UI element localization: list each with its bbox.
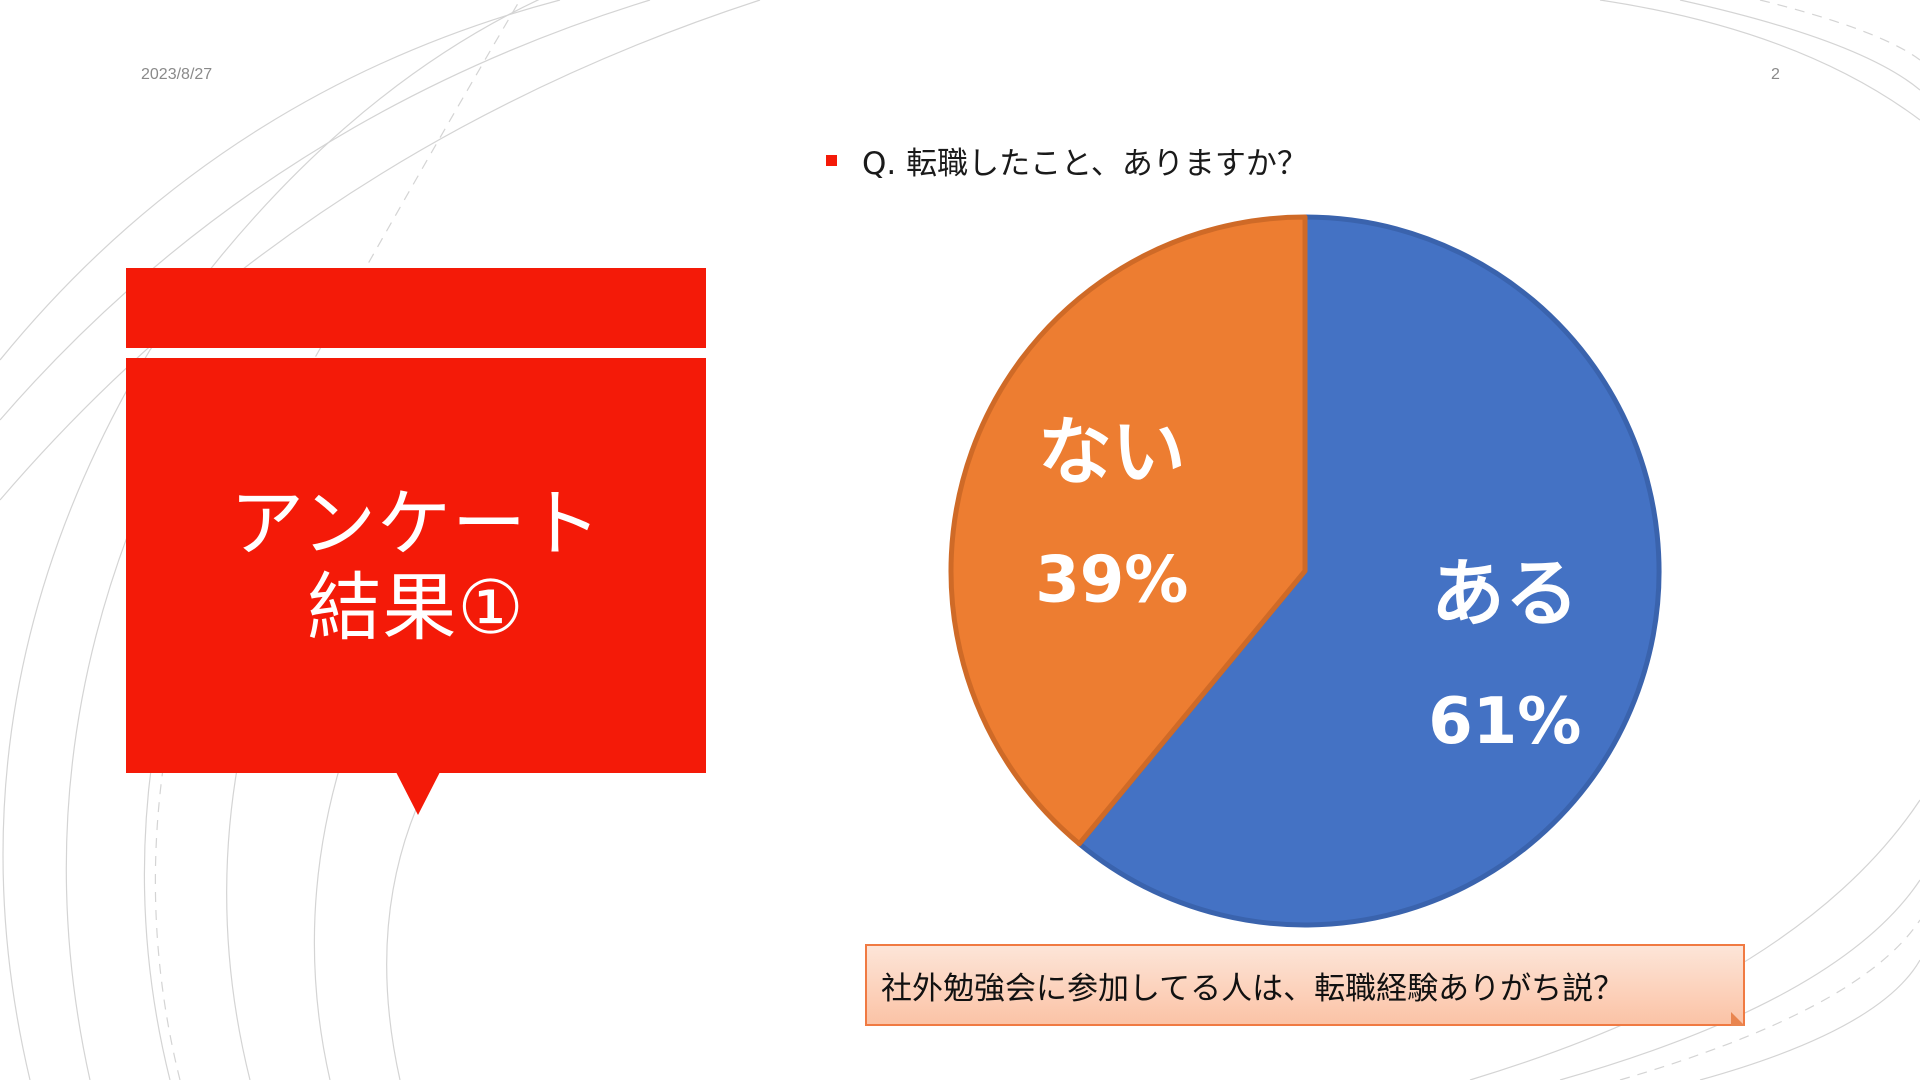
question-text: Q. 転職したこと、ありますか？ bbox=[862, 145, 1308, 182]
pie-percent-label: 39% bbox=[1035, 543, 1188, 617]
pie-slice-aru bbox=[1076, 214, 1662, 928]
question-row: Q. 転職したこと、ありますか？ bbox=[826, 138, 1308, 182]
pie-percent-label: 61% bbox=[1428, 685, 1581, 759]
title-line-2: 結果① bbox=[307, 564, 525, 651]
slide-date: 2023/8/27 bbox=[141, 66, 213, 83]
pie-slice-nai bbox=[948, 214, 1308, 847]
title-line-1: アンケート bbox=[229, 480, 603, 567]
callout-text: 社外勉強会に参加してる人は、転職経験ありがち説？ bbox=[881, 970, 1625, 1007]
pie-category-label: ある bbox=[1431, 551, 1579, 637]
callout-box: 社外勉強会に参加してる人は、転職経験ありがち説？ bbox=[865, 944, 1745, 1026]
square-bullet-icon bbox=[826, 154, 837, 166]
pie-chart: ある 61% ない 39% bbox=[948, 214, 1662, 928]
slide-page-number: 2 bbox=[1771, 66, 1780, 83]
callout-folded-corner bbox=[1731, 1012, 1745, 1026]
title-accent-bar bbox=[126, 268, 706, 348]
title-pointer-triangle bbox=[396, 772, 440, 815]
title-box: アンケート 結果① bbox=[126, 358, 706, 773]
pie-category-label: ない bbox=[1038, 409, 1186, 495]
